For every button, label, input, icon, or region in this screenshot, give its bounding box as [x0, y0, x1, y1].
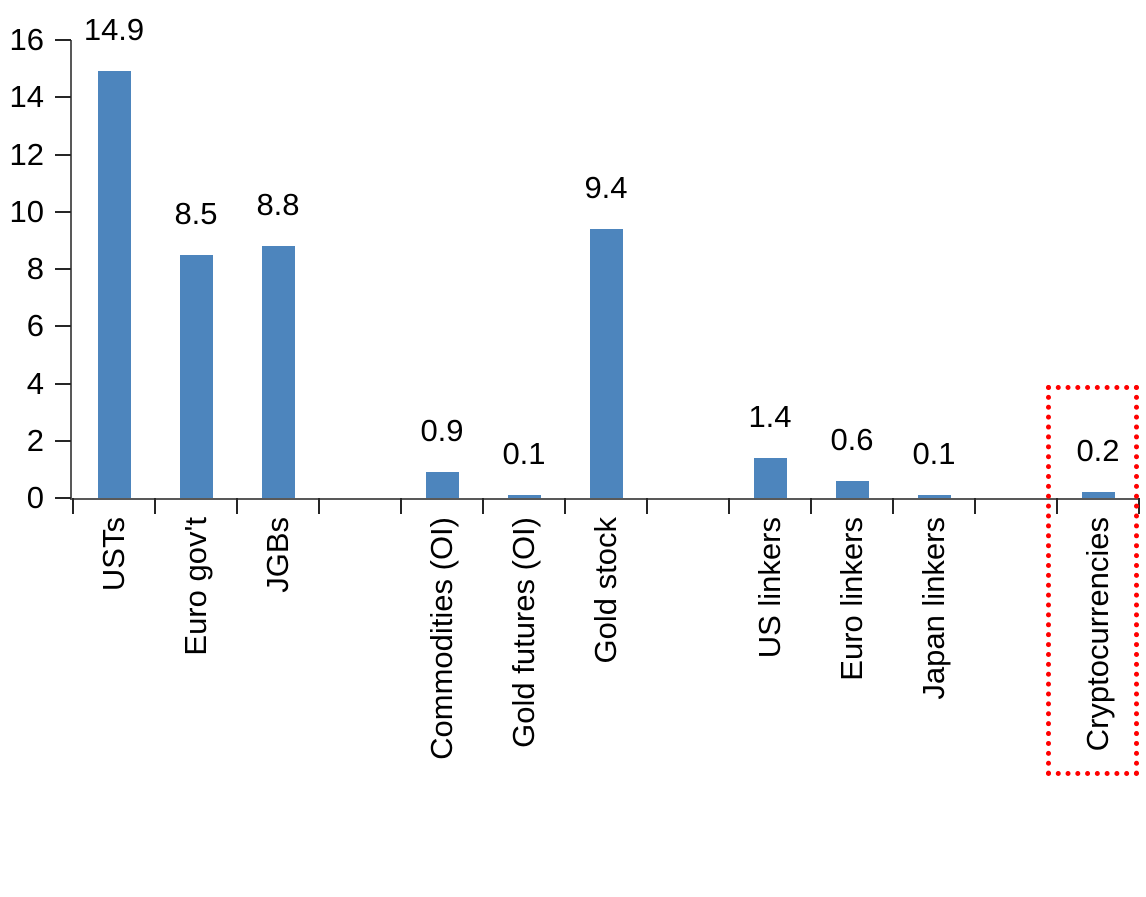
y-tick-label: 16: [9, 22, 44, 57]
y-tick: [55, 325, 71, 327]
x-tick: [1138, 498, 1140, 514]
bar-value-label: 14.9: [83, 12, 145, 47]
bar-jgbs: [261, 246, 295, 498]
y-tick: [55, 154, 71, 156]
bar-euro-gov-t: [179, 255, 213, 498]
y-axis-line: [70, 40, 72, 500]
category-label: JGBs: [260, 517, 295, 593]
bar-chart: 0 2 4 6 8 10 12 14 16 14.9 8.5 8.8 0.9 0.1 9.4 1.4 0.6 0…: [9, 12, 1140, 776]
bar-us-linkers: [753, 458, 787, 498]
x-tick: [646, 498, 648, 514]
y-tick-label: 14: [9, 79, 44, 114]
category-label: Japan linkers: [916, 517, 951, 700]
y-tick: [55, 440, 71, 442]
y-tick: [55, 383, 71, 385]
y-tick-label: 4: [26, 366, 44, 401]
y-tick-label: 10: [9, 194, 44, 229]
y-tick: [55, 497, 71, 499]
y-tick-label: 2: [26, 423, 44, 458]
x-tick: [154, 498, 156, 514]
x-tick: [72, 498, 74, 514]
bar-value-label: 1.4: [748, 399, 792, 434]
x-tick: [482, 498, 484, 514]
y-tick: [55, 268, 71, 270]
bar-commodities-oi-: [425, 472, 459, 498]
x-tick: [564, 498, 566, 514]
category-label: US linkers: [752, 517, 787, 659]
x-tick: [974, 498, 976, 514]
category-label: Euro gov't: [178, 517, 213, 656]
bar-value-label: 0.1: [502, 436, 546, 471]
bar-value-label: 9.4: [584, 170, 628, 205]
category-label: Euro linkers: [834, 517, 869, 681]
y-tick-label: 8: [26, 251, 44, 286]
bar-value-label: 0.2: [1076, 433, 1120, 468]
category-label: Commodities (OI): [424, 517, 459, 760]
bar-value-label: 8.5: [174, 196, 218, 231]
y-tick-label: 12: [9, 137, 44, 172]
bar-gold-futures-oi-: [507, 495, 541, 498]
category-label: Gold futures (OI): [506, 517, 541, 748]
category-label: USTs: [96, 517, 131, 592]
y-tick-label: 0: [26, 480, 44, 515]
bar-gold-stock: [589, 229, 623, 498]
x-tick: [236, 498, 238, 514]
y-tick: [55, 96, 71, 98]
bar-cryptocurrencies: [1081, 492, 1115, 498]
x-tick: [318, 498, 320, 514]
bar-euro-linkers: [835, 481, 869, 498]
bar-value-label: 0.6: [830, 422, 874, 457]
bar-value-label: 8.8: [256, 187, 300, 222]
category-label: Gold stock: [588, 517, 623, 664]
y-tick: [55, 39, 71, 41]
x-tick: [400, 498, 402, 514]
bar-value-label: 0.9: [420, 413, 464, 448]
x-axis-line: [70, 498, 1140, 500]
x-tick: [810, 498, 812, 514]
x-tick: [728, 498, 730, 514]
bar-japan-linkers: [917, 495, 951, 498]
y-tick-label: 6: [26, 308, 44, 343]
x-tick: [1056, 498, 1058, 514]
bar-usts: [97, 71, 131, 498]
highlight-box-cryptocurrencies: [1046, 385, 1139, 776]
bar-value-label: 0.1: [912, 436, 956, 471]
y-tick: [55, 211, 71, 213]
x-tick: [892, 498, 894, 514]
